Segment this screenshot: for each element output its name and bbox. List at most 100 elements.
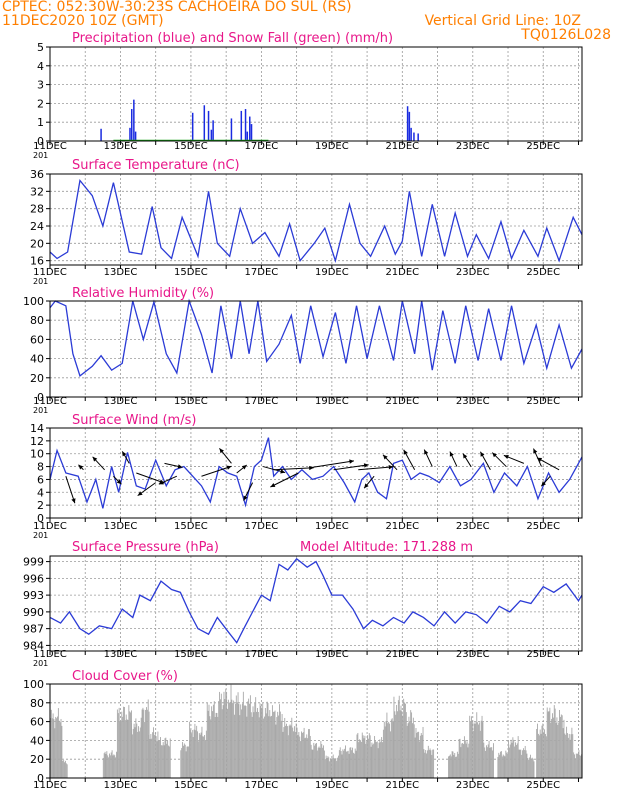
- cloud-bar: [193, 729, 195, 778]
- cloud-bar: [152, 732, 154, 778]
- cloud-bar: [204, 734, 206, 778]
- cloud-bar: [554, 708, 556, 778]
- cloud-bar: [239, 715, 241, 778]
- wind-arrow-head: [116, 479, 122, 485]
- cloud-bar: [123, 706, 125, 778]
- cloud-bar: [406, 725, 408, 778]
- cloud-bar: [394, 711, 396, 778]
- cloud-bar: [302, 732, 304, 778]
- cloud-bar: [314, 745, 316, 778]
- x-tick-label: 15DEC: [174, 267, 208, 278]
- x-tick-label: 23DEC: [456, 267, 490, 278]
- cloud-bar: [52, 713, 54, 778]
- y-tick-label: 999: [23, 556, 44, 569]
- cloud-bar: [564, 733, 566, 778]
- cloud-bar: [181, 748, 183, 778]
- cloud-bar: [311, 749, 313, 778]
- cloud-bar: [415, 727, 417, 778]
- panel-frame: [49, 300, 583, 398]
- cloud-bar: [540, 733, 542, 778]
- cloud-bar: [509, 744, 511, 778]
- cloud-bar: [478, 722, 480, 778]
- y-tick-label: 10: [30, 448, 44, 461]
- precip-bar: [410, 127, 412, 141]
- cloud-bar: [242, 703, 243, 778]
- header-location: CPTEC: 052:30W-30:23S CACHOEIRA DO SUL (…: [2, 0, 352, 15]
- cloud-bar: [223, 691, 225, 778]
- cloud-bar: [108, 757, 110, 778]
- cloud-bar: [185, 751, 187, 778]
- cloud-bar: [433, 749, 435, 778]
- cloud-bar: [261, 708, 263, 778]
- y-tick-label: 16: [30, 255, 44, 268]
- cloud-bar: [385, 720, 387, 778]
- y-tick-label: 4: [37, 486, 44, 499]
- cloud-bar: [267, 703, 269, 778]
- cloud-bar: [269, 710, 271, 778]
- cloud-bar: [283, 727, 285, 778]
- cloud-bar: [315, 743, 317, 778]
- cloud-bar: [290, 725, 292, 778]
- cloud-bar: [386, 712, 388, 778]
- cloud-bar: [189, 721, 191, 778]
- cloud-bar: [140, 717, 142, 778]
- cloud-bar: [423, 749, 425, 778]
- x-tick-label: 21DEC: [385, 141, 419, 152]
- cloud-bar: [333, 757, 335, 778]
- x-tick-label: 23DEC: [456, 521, 490, 532]
- cloud-bar: [533, 761, 535, 778]
- cloud-bar: [379, 739, 381, 778]
- x-tick-label: 21DEC: [385, 780, 419, 791]
- cloud-bar: [474, 723, 476, 778]
- x-year-label: 201: [33, 406, 48, 415]
- cloud-bar: [352, 747, 354, 778]
- cloud-bar: [502, 754, 504, 778]
- cloud-bar: [522, 748, 524, 778]
- cloud-bar: [162, 742, 164, 778]
- cloud-bar: [410, 710, 412, 778]
- cloud-bar: [531, 757, 533, 778]
- cloud-bar: [225, 689, 227, 778]
- cloud-bar: [418, 731, 420, 778]
- x-tick-label: 25DEC: [526, 141, 560, 152]
- cloud-bar: [199, 734, 201, 778]
- cloud-bar: [159, 740, 161, 778]
- cloud-bar: [366, 741, 368, 778]
- precip-bar: [100, 128, 102, 141]
- cloud-bar: [123, 706, 125, 778]
- x-tick-label: 25DEC: [526, 267, 560, 278]
- cloud-bar: [55, 716, 57, 778]
- cloud-bar: [419, 735, 421, 778]
- x-tick-label: 11DEC: [33, 267, 67, 278]
- cloud-bar: [253, 712, 255, 778]
- cloud-bar: [235, 695, 237, 778]
- cloud-bar: [453, 754, 455, 778]
- cloud-bar: [303, 727, 305, 778]
- x-tick-label: 25DEC: [526, 521, 560, 532]
- cloud-bar: [335, 758, 337, 778]
- wind-arrow-head: [78, 464, 84, 470]
- cloud-bar: [157, 740, 159, 778]
- cloud-bar: [518, 749, 520, 778]
- cloud-bar: [293, 726, 295, 778]
- cloud-bar: [383, 721, 385, 778]
- cloud-bar: [282, 731, 284, 778]
- cloud-bar: [373, 743, 375, 778]
- cloud-bar: [198, 733, 200, 778]
- cloud-bar: [139, 727, 141, 778]
- cloud-bar: [344, 748, 346, 778]
- y-tick-label: 32: [30, 185, 44, 198]
- x-tick-label: 17DEC: [245, 396, 279, 407]
- cloud-bar: [221, 709, 223, 778]
- wind-arrow-head: [137, 491, 143, 496]
- cloud-bar: [137, 731, 139, 778]
- cloud-bar: [264, 716, 265, 778]
- cloud-bar: [254, 702, 256, 778]
- wind-arrow-head: [243, 495, 248, 501]
- cloud-bar: [305, 737, 307, 778]
- cloud-bar: [481, 715, 483, 778]
- cloud-bar: [218, 701, 220, 778]
- y-tick-label: 24: [30, 220, 44, 233]
- cloud-bar: [552, 717, 554, 778]
- cloud-bar: [369, 735, 371, 778]
